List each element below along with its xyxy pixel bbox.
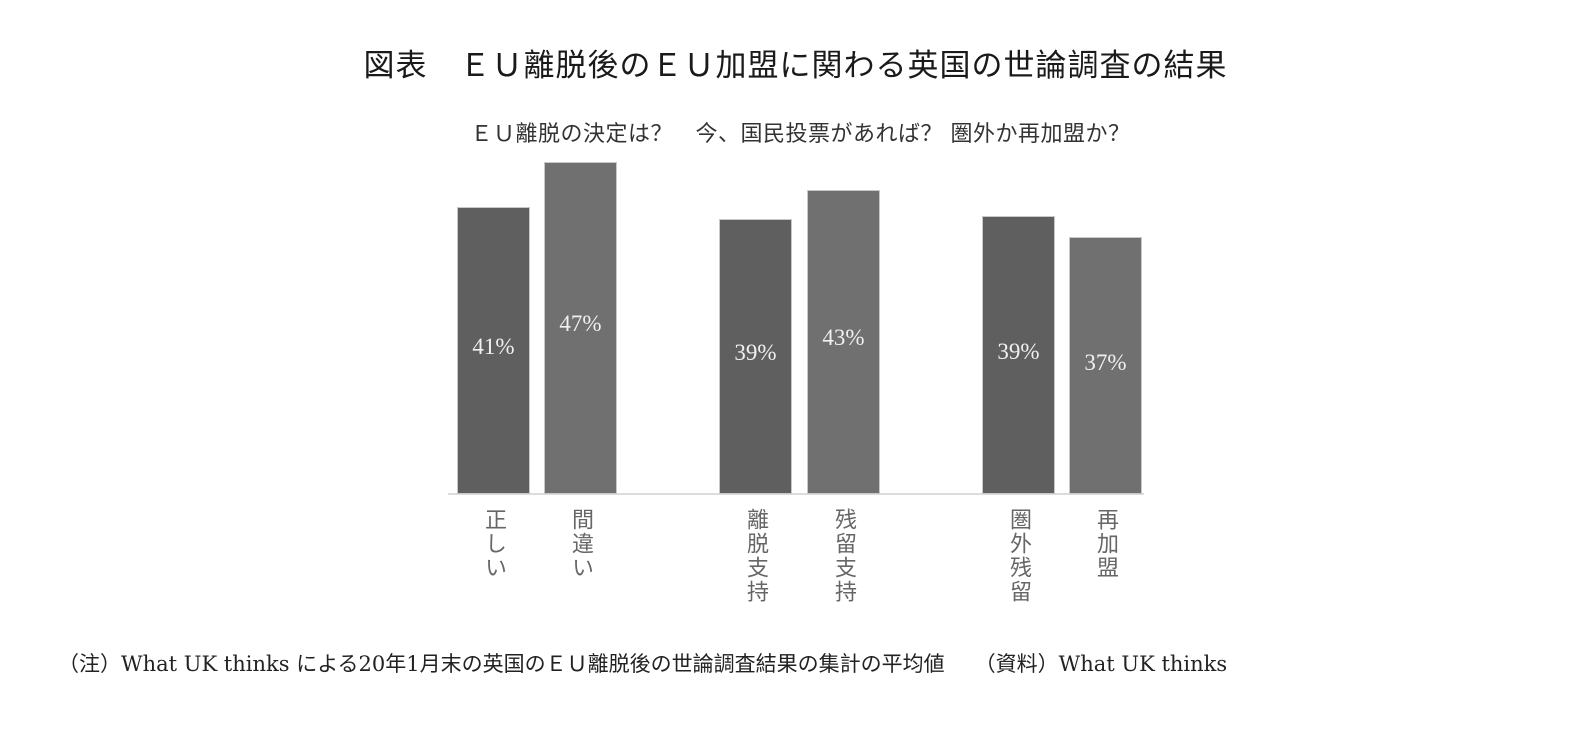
x-label-rejoin: 再加盟	[1069, 508, 1142, 580]
bar-leave-support: 39%	[719, 219, 792, 494]
chart-subtitle: ＥＵ離脱の決定は？ 今、国民投票があれば？ 圏外か再加盟か？	[470, 122, 1131, 147]
bar-value-label: 39%	[997, 339, 1040, 364]
bar-stay-out: 39%	[982, 216, 1055, 494]
bar-wrong: 47%	[544, 162, 617, 494]
x-label-text: 残留支持	[831, 508, 856, 604]
x-label-text: 離脱支持	[743, 508, 768, 604]
x-label-correct: 正しい	[457, 508, 530, 580]
footnote-note: （注）What UK thinks による20年1月末の英国のＥＵ離脱後の世論調…	[58, 652, 945, 676]
x-label-text: 間違い	[568, 508, 593, 580]
x-label-stay-out: 圏外残留	[982, 508, 1055, 604]
bar-value-label: 43%	[822, 325, 865, 350]
bar-remain-support: 43%	[807, 190, 880, 494]
x-label-text: 再加盟	[1093, 508, 1118, 580]
x-label-remain-support: 残留支持	[807, 508, 880, 604]
bar-correct: 41%	[457, 207, 530, 494]
x-label-text: 正しい	[481, 508, 506, 580]
x-label-leave-support: 離脱支持	[719, 508, 792, 604]
bar-value-label: 41%	[472, 334, 515, 359]
footnote: （注）What UK thinks による20年1月末の英国のＥＵ離脱後の世論調…	[58, 648, 1227, 678]
bar-value-label: 37%	[1084, 350, 1127, 375]
x-label-wrong: 間違い	[544, 508, 617, 580]
footnote-source: （資料）What UK thinks	[974, 652, 1228, 676]
x-axis-line	[448, 493, 1144, 495]
bar-chart: 41% 47% 39% 43% 39% 37% 正しい 間違い 離脱支持 残留支…	[448, 162, 1144, 604]
chart-title: 図表 ＥＵ離脱後のＥＵ加盟に関わる英国の世論調査の結果	[363, 48, 1228, 84]
bar-value-label: 39%	[734, 340, 777, 365]
x-label-text: 圏外残留	[1006, 508, 1031, 604]
bar-rejoin: 37%	[1069, 237, 1142, 494]
bar-value-label: 47%	[559, 311, 602, 336]
